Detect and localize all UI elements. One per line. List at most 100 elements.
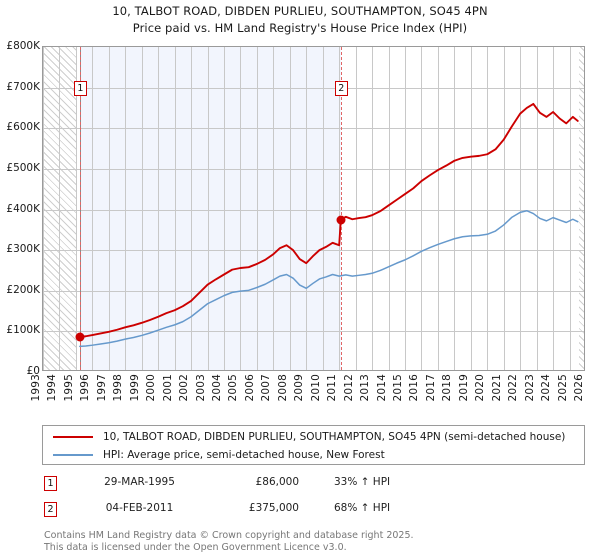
series-line: [78, 102, 579, 339]
x-axis-tick-label: 2008: [276, 374, 289, 402]
x-axis-tick-label: 2018: [441, 374, 454, 402]
gridline-vertical: [306, 47, 307, 370]
gridline-vertical: [240, 47, 241, 370]
legend-label-hpi: HPI: Average price, semi-detached house,…: [103, 449, 385, 461]
gridline-vertical: [454, 47, 455, 370]
gridline-vertical: [471, 47, 472, 370]
y-axis-labels: £0 £100K £200K £300K £400K £500K £600K £700K £80…: [0, 40, 40, 377]
gridline-horizontal: [43, 128, 584, 129]
y-axis-tick-label: £700K: [6, 80, 40, 93]
gridline-vertical: [257, 47, 258, 370]
x-axis-tick-label: 2025: [556, 374, 569, 402]
footer-line-2: This data is licensed under the Open Gov…: [44, 541, 347, 553]
x-axis-tick-label: 1994: [46, 374, 59, 402]
x-axis-tick-label: 2019: [457, 374, 470, 402]
x-axis-tick-label: 2009: [293, 374, 306, 402]
transaction-hpi-delta: 33% ↑ HPI: [334, 476, 391, 488]
footer-line-1: Contains HM Land Registry data © Crown c…: [44, 530, 414, 541]
gridline-vertical: [421, 47, 422, 370]
x-axis-tick-label: 2001: [161, 374, 174, 402]
gridline-horizontal: [43, 210, 584, 211]
x-axis-tick-label: 2015: [392, 374, 404, 402]
gridline-vertical: [224, 47, 225, 370]
x-axis-tick-label: 2003: [194, 374, 207, 402]
gridline-vertical: [273, 47, 274, 370]
x-axis-tick-label: 2005: [227, 374, 240, 402]
gridline-vertical: [208, 47, 209, 370]
gridline-vertical: [109, 47, 110, 370]
gridline-vertical: [372, 47, 373, 370]
gridline-vertical: [537, 47, 538, 370]
transactions-table: 1 29-MAR-1995 £86,000 33% ↑ HPI 2 04-FEB…: [44, 474, 589, 526]
chart-legend: 10, TALBOT ROAD, DIBDEN PURLIEU, SOUTHAM…: [42, 425, 585, 465]
y-axis-tick-label: £400K: [6, 202, 40, 215]
transaction-marker-badge[interactable]: 2: [334, 81, 348, 96]
legend-swatch-price-paid: [53, 436, 93, 438]
gridline-vertical: [158, 47, 159, 370]
gridline-vertical: [356, 47, 357, 370]
ownership-period-band: [79, 47, 341, 370]
x-axis-tick-label: 2023: [523, 374, 536, 402]
x-axis-tick-label: 2026: [573, 374, 585, 402]
no-data-hatch-region: [578, 47, 584, 370]
y-axis-tick-label: £200K: [6, 283, 40, 296]
gridline-horizontal: [43, 250, 584, 251]
transaction-marker-dot[interactable]: [75, 332, 85, 342]
y-axis-tick-label: £800K: [6, 40, 40, 52]
transaction-date: 29-MAR-1995: [104, 476, 175, 488]
gridline-horizontal: [43, 169, 584, 170]
y-axis-tick-label: £0: [26, 365, 40, 377]
x-axis-tick-label: 1998: [112, 374, 125, 402]
gridline-vertical: [175, 47, 176, 370]
table-row[interactable]: 2 04-FEB-2011 £375,000 68% ↑ HPI: [44, 500, 589, 526]
gridline-vertical: [43, 47, 44, 370]
gridline-vertical: [504, 47, 505, 370]
gridline-vertical: [191, 47, 192, 370]
x-axis-tick-label: 2016: [408, 374, 421, 402]
gridline-vertical: [405, 47, 406, 370]
gridline-horizontal: [43, 291, 584, 292]
gridline-vertical: [142, 47, 143, 370]
x-axis-tick-label: 1997: [95, 374, 108, 402]
gridline-vertical: [438, 47, 439, 370]
x-axis-tick-label: 2006: [243, 374, 256, 402]
transaction-marker-badge[interactable]: 1: [73, 81, 87, 96]
transaction-marker-line: [79, 47, 81, 370]
gridline-horizontal: [43, 88, 584, 89]
gridline-vertical: [553, 47, 554, 370]
page-title: 10, TALBOT ROAD, DIBDEN PURLIEU, SOUTHAM…: [112, 4, 488, 18]
transaction-index-badge: 1: [44, 476, 57, 491]
x-axis-tick-label: 1993: [30, 374, 42, 402]
legend-label-price-paid: 10, TALBOT ROAD, DIBDEN PURLIEU, SOUTHAM…: [103, 431, 566, 443]
gridline-vertical: [570, 47, 571, 370]
x-axis-tick-label: 2000: [145, 374, 158, 402]
gridline-vertical: [59, 47, 60, 370]
x-axis-labels: 1993 1994 1995 1996 1997 1998 1999 2000 2001 2002…: [30, 374, 585, 422]
transaction-index-badge: 2: [44, 502, 57, 517]
x-axis-tick-label: 2010: [309, 374, 322, 402]
x-axis-tick-label: 2012: [342, 374, 355, 402]
x-axis-tick-label: 2004: [211, 374, 223, 402]
footer-attribution: Contains HM Land Registry data © Crown c…: [44, 530, 584, 553]
y-axis-tick-label: £300K: [6, 243, 40, 256]
gridline-vertical: [290, 47, 291, 370]
transaction-price: £375,000: [248, 502, 299, 514]
gridline-vertical: [125, 47, 126, 370]
y-axis-tick-label: £600K: [6, 121, 40, 134]
transaction-marker-line: [340, 47, 342, 370]
gridline-vertical: [487, 47, 488, 370]
transaction-marker-dot[interactable]: [336, 215, 346, 225]
x-axis-tick-label: 2024: [540, 374, 553, 402]
y-axis-tick-label: £500K: [6, 161, 40, 174]
series-line: [79, 209, 579, 348]
x-axis-tick-label: 1995: [62, 374, 75, 402]
x-axis-tick-label: 1999: [128, 374, 141, 402]
table-row[interactable]: 1 29-MAR-1995 £86,000 33% ↑ HPI: [44, 474, 589, 500]
legend-swatch-hpi: [53, 454, 93, 456]
gridline-vertical: [389, 47, 390, 370]
series-container: [78, 102, 579, 348]
transaction-date: 04-FEB-2011: [105, 502, 174, 514]
gridline-vertical: [339, 47, 340, 370]
page-subtitle: Price paid vs. HM Land Registry's House …: [132, 21, 468, 35]
